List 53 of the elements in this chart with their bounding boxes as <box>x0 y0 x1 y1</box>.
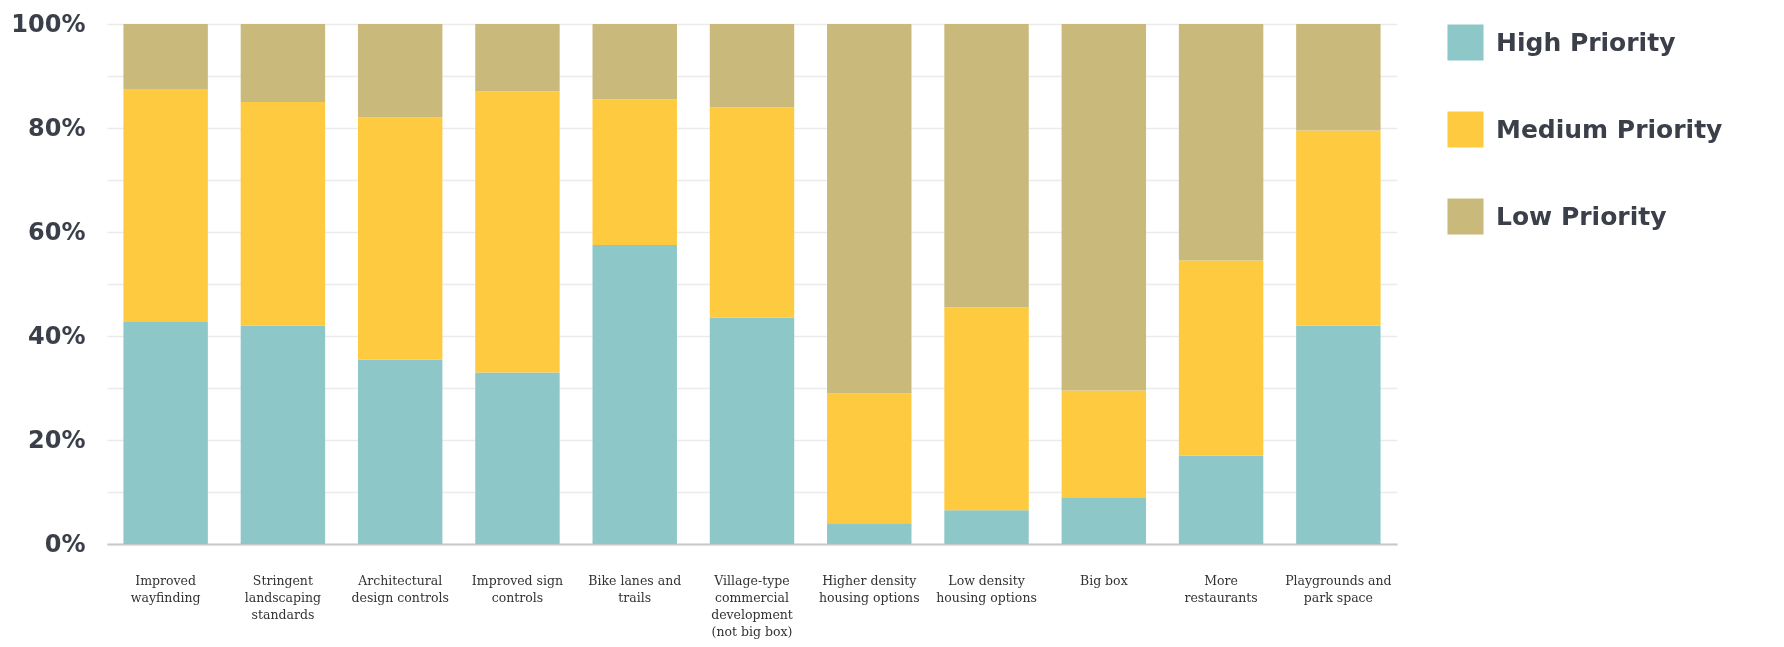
y-tick-label: 40% <box>28 321 86 350</box>
x-tick-label: Higher density housing options <box>818 572 920 605</box>
bar <box>709 317 795 544</box>
y-tick-label: 60% <box>28 217 86 246</box>
bar <box>240 24 326 102</box>
bar <box>1061 497 1147 544</box>
bar <box>357 24 443 118</box>
bar <box>1296 325 1381 544</box>
x-tick-label: Improved wayfinding <box>130 572 201 605</box>
x-tick-label: Playgrounds and park space <box>1285 572 1392 605</box>
bar <box>592 99 677 245</box>
bar <box>944 307 1029 511</box>
bar <box>944 510 1029 544</box>
y-tick-label: 20% <box>28 425 86 454</box>
y-tick-label: 100% <box>11 9 86 38</box>
x-tick-label: Bike lanes and trails <box>588 572 682 605</box>
bar <box>709 107 795 318</box>
bar <box>357 117 443 360</box>
x-tick-label: Architectural design controls <box>351 572 449 605</box>
x-tick-label: Big box <box>1079 572 1128 588</box>
bar <box>357 359 443 544</box>
bar <box>709 24 795 108</box>
bar <box>944 24 1029 308</box>
bar <box>1061 24 1147 391</box>
y-tick-label: 80% <box>28 113 86 142</box>
legend-label: Medium Priority <box>1496 114 1723 144</box>
legend-label: Low Priority <box>1496 201 1667 231</box>
bar <box>240 102 326 326</box>
x-tick-label: Village-type commercial development (not big box) <box>711 572 793 639</box>
bar <box>240 325 326 544</box>
legend-label: High Priority <box>1496 27 1676 57</box>
x-tick-label: Stringent landscaping standards <box>244 572 322 622</box>
bar <box>475 24 560 92</box>
bar <box>123 89 208 322</box>
bar <box>827 393 912 524</box>
bar <box>1178 260 1264 456</box>
bar <box>1296 130 1381 326</box>
bar <box>592 245 677 544</box>
bar <box>123 24 208 89</box>
x-tick-label: Improved sign controls <box>471 572 564 605</box>
bar <box>123 321 208 544</box>
bar <box>475 91 560 373</box>
x-tick-label: More restaurants <box>1184 572 1258 605</box>
bar <box>1178 455 1264 544</box>
bar <box>827 24 912 394</box>
bar <box>827 523 912 544</box>
bar <box>475 372 560 544</box>
x-tick-label: Low density housing options <box>936 572 1037 605</box>
y-tick-label: 0% <box>44 529 86 558</box>
bar <box>1178 24 1264 261</box>
bar <box>1296 24 1381 131</box>
bar <box>592 24 677 100</box>
bar <box>1061 390 1147 498</box>
